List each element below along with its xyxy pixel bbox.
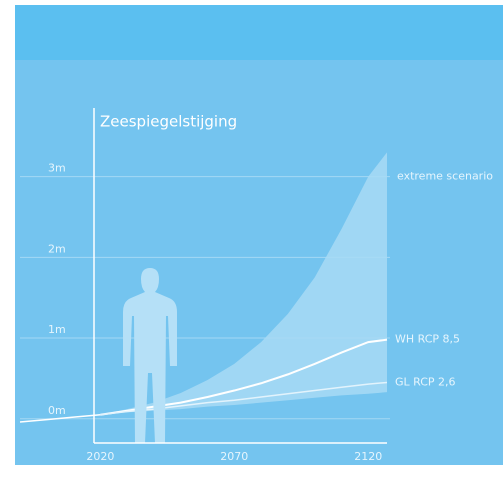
x-tick-label: 2120	[354, 450, 382, 463]
x-tick-label: 2020	[86, 450, 114, 463]
y-tick-label: 1m	[48, 323, 66, 336]
series-label: WH RCP 8,5	[395, 333, 460, 346]
y-tick-label: 0m	[48, 404, 66, 417]
chart: Zeespiegelstijging 0m 1m 2m 3m 2020 2070 2120 e…	[0, 0, 503, 482]
series-label: GL RCP 2,6	[395, 375, 456, 388]
chart-title: Zeespiegelstijging	[100, 113, 237, 131]
band-label: extreme scenario	[397, 170, 493, 183]
x-tick-label: 2070	[220, 450, 248, 463]
y-tick-label: 2m	[48, 242, 66, 255]
header-bar	[15, 5, 503, 60]
page: {"chart_data": {"type": "line", "title":…	[0, 0, 503, 482]
y-tick-label: 3m	[48, 162, 66, 175]
